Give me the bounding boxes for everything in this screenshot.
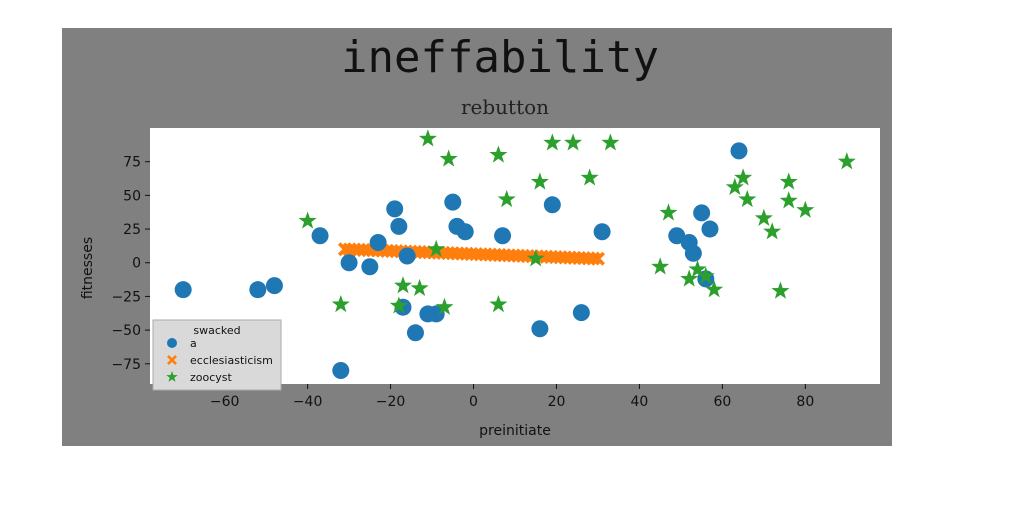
star-marker-point [738,189,757,208]
circle-marker-point [340,254,358,272]
star-marker-point [489,145,508,163]
star-marker-point [688,259,707,278]
legend: swacked a ecclesiasticism zoocyst [152,319,282,391]
x-marker-point [590,251,605,266]
star-marker-point [418,129,437,147]
circle-marker-point [572,304,590,322]
circle-marker-point [444,193,462,211]
chart-title: ineffability [341,32,659,83]
y-tick-label: 0 [132,256,141,272]
star-marker-point [564,133,583,151]
star-marker-point [705,280,724,298]
y-tick-label: 25 [123,222,141,238]
circle-marker-point [390,217,408,235]
x-tick-label: 40 [631,394,649,410]
circle-marker-point [406,324,424,342]
legend-title: swacked [193,324,240,337]
data-marks [174,129,856,380]
star-marker-point [659,203,678,221]
x-tick-label: 20 [548,394,566,410]
circle-marker-point [398,247,416,265]
star-marker-point [543,133,562,151]
y-tick-label: 75 [123,155,141,171]
star-marker-point [763,222,782,240]
x-axis-label: preinitiate [479,423,551,439]
star-marker-point [497,189,516,208]
y-axis-label: fitnesses [80,237,96,299]
circle-marker-point [332,362,350,380]
chart-subtitle: rebutton [461,95,549,119]
star-marker-point [580,168,599,186]
circle-marker-point [593,223,611,241]
star-marker-point [427,239,446,257]
x-tick-label: −60 [210,394,240,410]
star-marker-point [389,296,408,314]
circle-marker-point [693,204,711,222]
circle-marker-point [701,220,719,238]
star-marker-point [393,276,413,294]
legend-entries: a ecclesiasticism zoocyst [166,337,273,384]
star-marker-point [651,257,670,275]
circle-marker-point [456,223,474,241]
star-marker-point [734,168,753,186]
circle-marker-point [249,281,267,299]
circle-marker-point [684,244,702,262]
legend-star-marker [166,371,178,382]
legend-entry-label: a [190,337,197,350]
x-tick-label: −20 [376,394,406,410]
series-zoocyst [298,129,856,315]
star-marker-point [439,149,458,167]
star-marker-point [331,295,350,313]
circle-marker-point [543,196,561,214]
circle-marker-point [494,227,512,245]
circle-marker-point [730,142,748,160]
circle-marker-point [427,305,445,323]
star-marker-point [601,133,620,151]
star-marker-point [779,191,798,209]
circle-marker-point [265,277,283,295]
star-marker-point [489,295,508,313]
axis-ticks: −60 −40 −20 0 20 40 60 80 −75 −50 −25 0 25 50 75 [111,155,814,410]
x-tick-label: 60 [713,394,731,410]
star-marker-point [725,177,744,195]
star-marker-point [435,297,454,315]
y-tick-label: −25 [111,289,141,305]
x-tick-label: 80 [796,394,814,410]
star-marker-point [298,211,317,229]
star-marker-point [680,269,699,287]
star-marker-point [530,172,549,190]
star-marker-point [779,172,798,190]
x-tick-label: −40 [293,394,323,410]
star-marker-point [796,200,815,218]
legend-entry-label: zoocyst [190,371,233,384]
circle-marker-point [386,200,404,218]
circle-marker-point [369,234,387,252]
legend-x-marker [167,355,177,365]
circle-marker-point [668,227,686,245]
circle-marker-point [174,281,192,299]
y-tick-label: 50 [123,188,141,204]
circle-marker-point [361,258,379,276]
x-tick-label: 0 [469,394,478,410]
star-marker-point [410,278,429,297]
legend-entry-label: ecclesiasticism [190,354,273,367]
star-marker-point [754,208,773,226]
star-marker-point [696,266,715,284]
circle-marker-point [311,227,329,245]
star-marker-point [837,152,856,170]
circle-marker-point [531,320,549,338]
y-tick-label: −50 [111,323,141,339]
star-marker-point [526,249,545,267]
y-tick-label: −75 [111,357,141,373]
legend-circle-marker [167,338,177,348]
star-marker-point [771,281,790,299]
